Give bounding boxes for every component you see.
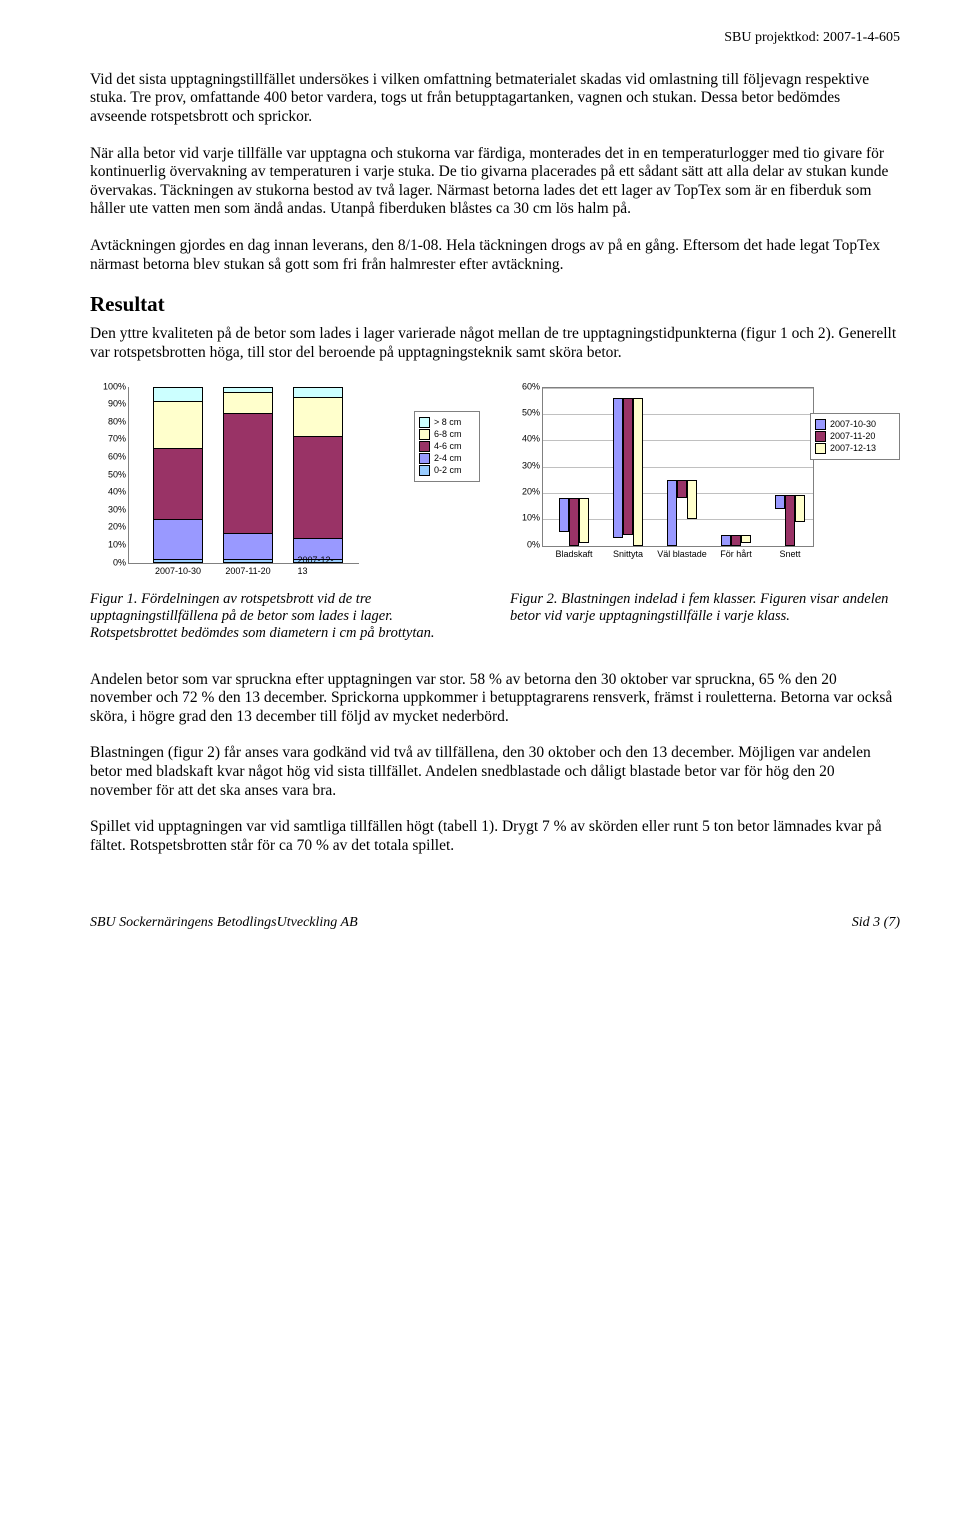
chart2-bar [785, 495, 795, 545]
chart2-group [559, 498, 589, 545]
chart2-bar [633, 398, 643, 545]
chart2-group [667, 480, 697, 546]
chart2-bar [677, 480, 687, 498]
chart1-ytick: 0% [90, 557, 126, 568]
chart2-ytick: 10% [510, 513, 540, 524]
chart2-bar [569, 498, 579, 545]
paragraph-3: Avtäckningen gjordes en dag innan levera… [90, 237, 900, 274]
chart2-ytick: 0% [510, 539, 540, 550]
chart1-ytick: 30% [90, 504, 126, 515]
chart2-bar [721, 535, 731, 546]
chart1-segment [153, 448, 203, 518]
chart1-segment [223, 413, 273, 533]
chart1-bar [153, 387, 203, 563]
chart1-ytick: 70% [90, 434, 126, 445]
figure-2-caption: Figur 2. Blastningen indelad i fem klass… [510, 591, 900, 626]
chart2-bar [775, 495, 785, 508]
paragraph-2: När alla betor vid varje tillfälle var u… [90, 145, 900, 219]
chart1-xlabel: 2007-12-13 [298, 555, 339, 577]
figure-1-caption: Figur 1. Fördelningen av rotspetsbrott v… [90, 591, 480, 643]
figure-2: BladskaftSnittytaVäl blastadeFör hårtSne… [510, 383, 900, 626]
chart1-ytick: 80% [90, 416, 126, 427]
chart2-xlabel: Väl blastade [655, 550, 709, 560]
chart2-bar [613, 398, 623, 538]
chart1-segment [153, 401, 203, 449]
resultat-heading: Resultat [90, 292, 900, 317]
chart2-xlabel: För hårt [709, 550, 763, 560]
chart1-ytick: 10% [90, 540, 126, 551]
chart2-xlabel: Bladskaft [547, 550, 601, 560]
chart2-bar [667, 480, 677, 546]
paragraph-7: Spillet vid upptagningen var vid samtlig… [90, 818, 900, 855]
chart2-group [775, 495, 805, 545]
footer-right: Sid 3 (7) [852, 915, 900, 932]
footer-left: SBU Sockernäringens BetodlingsUtveckling… [90, 915, 358, 932]
chart1-xlabel: 2007-11-20 [225, 566, 270, 577]
chart1-ytick: 90% [90, 399, 126, 410]
chart2-bar [731, 535, 741, 546]
chart1-ytick: 20% [90, 522, 126, 533]
chart2-bar [559, 498, 569, 532]
chart2-bar [741, 535, 751, 543]
chart1-segment [153, 559, 203, 563]
chart2-group [613, 398, 643, 545]
chart1-segment [293, 397, 343, 436]
chart1-ytick: 100% [90, 381, 126, 392]
paragraph-5: Andelen betor som var spruckna efter upp… [90, 671, 900, 727]
project-code: SBU projektkod: 2007-1-4-605 [90, 30, 900, 47]
charts-row: 2007-10-302007-11-202007-12-130%10%20%30… [90, 383, 900, 643]
figure-2-chart: BladskaftSnittytaVäl blastadeFör hårtSne… [510, 383, 900, 583]
chart2-ytick: 60% [510, 381, 540, 392]
chart2-bar [579, 498, 589, 543]
chart1-segment [153, 387, 203, 401]
chart2-ytick: 50% [510, 407, 540, 418]
chart1-segment [223, 392, 273, 413]
chart1-bar [293, 387, 343, 563]
paragraph-4: Den yttre kvaliteten på de betor som lad… [90, 325, 900, 362]
page-footer: SBU Sockernäringens BetodlingsUtveckling… [90, 915, 900, 932]
chart1-segment [223, 533, 273, 559]
chart1-segment [153, 519, 203, 559]
chart1-legend: > 8 cm6-8 cm4-6 cm2-4 cm0-2 cm [414, 411, 480, 482]
paragraph-1: Vid det sista upptagningstillfället unde… [90, 71, 900, 127]
chart1-ytick: 40% [90, 487, 126, 498]
chart1-segment [293, 436, 343, 538]
chart2-group [721, 535, 751, 546]
paragraph-6: Blastningen (figur 2) får anses vara god… [90, 744, 900, 800]
chart1-xlabel: 2007-10-30 [155, 566, 201, 577]
chart1-segment [223, 559, 273, 563]
chart2-legend: 2007-10-302007-11-202007-12-13 [810, 413, 900, 460]
figure-1: 2007-10-30 2007-11-20 2007-12-13 0% 10% 20% 30… [90, 383, 480, 643]
chart2-bar [623, 398, 633, 535]
chart1-segment [293, 387, 343, 398]
chart1-ytick: 60% [90, 452, 126, 463]
chart2-ytick: 30% [510, 460, 540, 471]
figure-1-chart: 2007-10-30 2007-11-20 2007-12-13 0% 10% 20% 30… [90, 383, 480, 583]
chart2-ytick: 20% [510, 486, 540, 497]
chart2-bar [795, 495, 805, 521]
chart2-xlabel: Snittyta [601, 550, 655, 560]
chart1-bar [223, 387, 273, 563]
chart2-bar [687, 480, 697, 520]
chart2-xlabel: Snett [763, 550, 817, 560]
chart2-ytick: 40% [510, 434, 540, 445]
chart1-ytick: 50% [90, 469, 126, 480]
